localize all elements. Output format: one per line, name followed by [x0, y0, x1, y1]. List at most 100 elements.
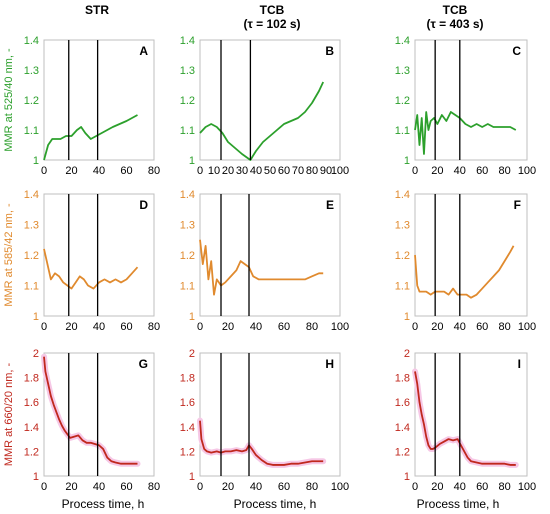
y-tick-label: 1.4	[24, 189, 39, 201]
panel-letter: G	[139, 357, 148, 371]
y-tick-label: 1.4	[180, 35, 195, 47]
series-line	[414, 371, 516, 466]
y-tick-label: 1.2	[180, 250, 195, 262]
panel-a: 1 1.1 1.2 1.3 1.4 0 20 40 60 80 A	[24, 35, 160, 177]
series-line	[43, 248, 139, 290]
y-tick-label: 1.2	[395, 95, 410, 107]
x-tick-label: 100	[331, 321, 349, 333]
x-tick-label: 90	[320, 165, 332, 177]
x-tick-label: 100	[331, 165, 349, 177]
panel-g: 11.21.41.61.820 20 40 60 80G	[24, 348, 160, 493]
y-tick-label: 1.4	[180, 189, 195, 201]
x-tick-label: 40	[93, 321, 105, 333]
y-tick-label: 1.1	[395, 281, 410, 293]
y-tick-label: 1.3	[180, 220, 195, 232]
y-tick-label: 1.4	[395, 189, 410, 201]
x-tick-label: 60	[120, 481, 132, 493]
plot-frame	[414, 39, 528, 161]
x-tick-label: 40	[454, 321, 466, 333]
panel-letter: B	[325, 44, 334, 58]
y-tick-label: 1.6	[180, 397, 195, 409]
column-header-str: STR	[85, 3, 109, 17]
x-axis-label-col3: Process time, h	[417, 497, 500, 511]
plot-frame	[43, 193, 155, 317]
y-tick-label: 1.3	[24, 65, 39, 77]
x-tick-label: 100	[518, 165, 536, 177]
x-tick-label: 40	[93, 481, 105, 493]
y-tick-label: 1.6	[24, 397, 39, 409]
x-axis-label-col2: Process time, h	[234, 497, 317, 511]
y-axis-label: MMR at 660/20 nm, -	[3, 363, 15, 467]
x-tick-label: 20	[431, 481, 443, 493]
y-tick-label: 1	[404, 155, 410, 167]
panel-e: 1 1.1 1.2 1.3 1.4 0 20 40 60 80 100 E	[180, 189, 349, 333]
x-tick-label: 80	[306, 165, 318, 177]
x-tick-label: 0	[197, 481, 203, 493]
x-tick-label: 20	[222, 321, 234, 333]
x-tick-label: 0	[41, 165, 47, 177]
y-tick-label: 1	[33, 311, 39, 323]
series-line	[43, 114, 138, 161]
panel-d: 1 1.1 1.2 1.3 1.4 0 20 40 60 80 D	[24, 189, 160, 333]
x-tick-label: 80	[498, 165, 510, 177]
y-tick-label: 1.2	[24, 95, 39, 107]
y-axis-label: MMR at 525/40 nm, -	[3, 48, 15, 152]
x-tick-label: 40	[454, 165, 466, 177]
y-tick-label: 1.4	[24, 35, 39, 47]
x-tick-label: 40	[93, 165, 105, 177]
x-tick-label: 60	[278, 481, 290, 493]
y-tick-label: 1.2	[395, 250, 410, 262]
y-tick-label: 1	[33, 471, 39, 483]
x-tick-label: 40	[454, 481, 466, 493]
x-tick-label: 20	[65, 321, 77, 333]
column-header-tcb-102-title: TCB	[260, 3, 285, 17]
y-tick-label: 1.3	[180, 65, 195, 77]
panel-c: 1 1.1 1.2 1.3 1.4 0 20 40 60 80 100 C	[395, 35, 536, 177]
x-tick-label: 20	[65, 165, 77, 177]
panel-letter: D	[139, 198, 148, 212]
y-tick-label: 1.4	[180, 422, 195, 434]
x-tick-label: 60	[120, 321, 132, 333]
y-tick-label: 2	[404, 348, 410, 360]
column-header-tcb-403-tau: (τ = 403 s)	[426, 17, 483, 31]
x-tick-label: 20	[222, 165, 234, 177]
plot-frame	[43, 39, 155, 161]
y-tick-label: 1.1	[180, 281, 195, 293]
x-axis-label-col1: Process time, h	[62, 497, 145, 511]
x-tick-label: 20	[431, 321, 443, 333]
y-tick-label: 1.2	[180, 446, 195, 458]
panel-letter: C	[512, 44, 521, 58]
panel-letter: A	[139, 44, 148, 58]
x-tick-label: 80	[148, 481, 160, 493]
y-tick-label: 1.2	[395, 446, 410, 458]
x-tick-label: 20	[222, 481, 234, 493]
plot-frame	[414, 352, 528, 477]
y-tick-label: 1.1	[24, 125, 39, 137]
y-tick-label: 1.4	[395, 422, 410, 434]
plot-frame	[43, 352, 155, 477]
series-line	[199, 81, 325, 161]
y-tick-label: 1.2	[24, 446, 39, 458]
x-tick-label: 80	[306, 481, 318, 493]
x-tick-label: 50	[264, 165, 276, 177]
panel-letter: E	[326, 198, 334, 212]
x-tick-label: 0	[412, 481, 418, 493]
x-tick-label: 60	[278, 321, 290, 333]
x-tick-label: 20	[65, 481, 77, 493]
series-line	[199, 420, 324, 466]
y-tick-label: 1	[189, 155, 195, 167]
y-tick-label: 1.4	[24, 422, 39, 434]
y-axis-label: MMR at 585/42 nm, -	[3, 203, 15, 307]
series-band	[197, 417, 327, 468]
x-tick-label: 20	[431, 165, 443, 177]
x-axis-labels: Process time, h Process time, h Process …	[62, 497, 500, 511]
x-tick-label: 0	[197, 321, 203, 333]
x-tick-label: 0	[412, 321, 418, 333]
column-headers: STR TCB (τ = 102 s) TCB (τ = 403 s)	[85, 3, 484, 31]
x-tick-label: 80	[498, 321, 510, 333]
y-tick-label: 1.1	[395, 125, 410, 137]
